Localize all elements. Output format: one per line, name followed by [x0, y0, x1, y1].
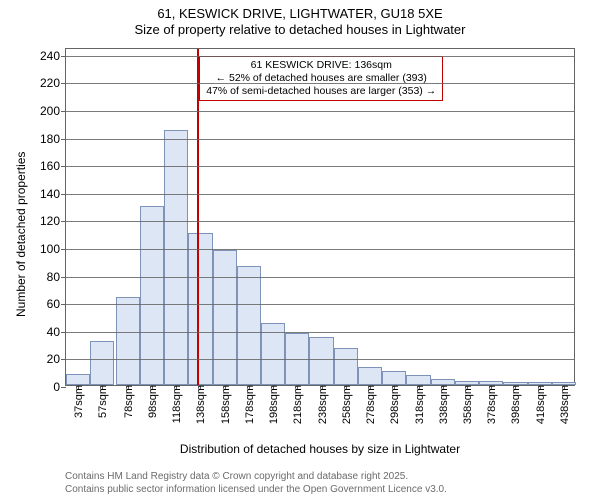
titles: 61, KESWICK DRIVE, LIGHTWATER, GU18 5XE …: [0, 0, 600, 37]
gridline: [66, 56, 574, 57]
xtick-label: 298sqm: [387, 385, 401, 424]
xtick-label: 398sqm: [508, 385, 522, 424]
gridline: [66, 249, 574, 250]
xtick-label: 57sqm: [95, 385, 109, 418]
bar: [140, 206, 164, 385]
ytick-label: 0: [53, 380, 66, 394]
gridline: [66, 139, 574, 140]
chart-container: 61, KESWICK DRIVE, LIGHTWATER, GU18 5XE …: [0, 0, 600, 500]
xtick-label: 198sqm: [266, 385, 280, 424]
title-line1: 61, KESWICK DRIVE, LIGHTWATER, GU18 5XE: [0, 6, 600, 21]
ytick-label: 60: [47, 297, 66, 311]
gridline: [66, 83, 574, 84]
bar: [116, 297, 140, 385]
xtick-label: 178sqm: [242, 385, 256, 424]
annotation-line: 61 KESWICK DRIVE: 136sqm: [206, 59, 436, 72]
ytick-label: 220: [40, 76, 66, 90]
bar: [237, 266, 261, 385]
x-axis-label: Distribution of detached houses by size …: [65, 442, 575, 456]
gridline: [66, 277, 574, 278]
gridline: [66, 111, 574, 112]
bar: [164, 130, 188, 385]
xtick-label: 378sqm: [484, 385, 498, 424]
xtick-label: 258sqm: [339, 385, 353, 424]
ytick-label: 160: [40, 159, 66, 173]
ytick-label: 20: [47, 352, 66, 366]
y-axis-label: Number of detached properties: [14, 152, 28, 317]
xtick-label: 138sqm: [193, 385, 207, 424]
xtick-label: 98sqm: [145, 385, 159, 418]
xtick-label: 118sqm: [169, 385, 183, 423]
title-line2: Size of property relative to detached ho…: [0, 22, 600, 37]
bar: [188, 233, 212, 385]
gridline: [66, 166, 574, 167]
bar: [406, 375, 430, 385]
xtick-label: 318sqm: [412, 385, 426, 424]
bar: [358, 367, 382, 385]
xtick-label: 158sqm: [218, 385, 232, 424]
gridline: [66, 359, 574, 360]
xtick-label: 438sqm: [557, 385, 571, 424]
footer-line: Contains public sector information licen…: [65, 484, 447, 497]
ytick-label: 240: [40, 49, 66, 63]
gridline: [66, 332, 574, 333]
bar: [382, 371, 406, 385]
ytick-label: 80: [47, 270, 66, 284]
xtick-label: 238sqm: [315, 385, 329, 424]
xtick-label: 418sqm: [533, 385, 547, 424]
ytick-label: 40: [47, 325, 66, 339]
plot-area: 61 KESWICK DRIVE: 136sqm← 52% of detache…: [65, 48, 575, 386]
ytick-label: 200: [40, 104, 66, 118]
bar: [90, 341, 114, 385]
ytick-label: 120: [40, 214, 66, 228]
xtick-label: 78sqm: [121, 385, 135, 418]
xtick-label: 278sqm: [363, 385, 377, 424]
gridline: [66, 194, 574, 195]
bar: [309, 337, 333, 385]
xtick-label: 37sqm: [71, 385, 85, 418]
xtick-label: 218sqm: [290, 385, 304, 424]
footer-text: Contains HM Land Registry data © Crown c…: [65, 471, 447, 496]
xtick-label: 358sqm: [460, 385, 474, 424]
annotation-box: 61 KESWICK DRIVE: 136sqm← 52% of detache…: [199, 56, 443, 101]
ytick-label: 100: [40, 242, 66, 256]
bar: [66, 374, 90, 385]
bar: [213, 250, 237, 385]
bar: [334, 348, 358, 385]
gridline: [66, 221, 574, 222]
xtick-label: 338sqm: [436, 385, 450, 424]
ytick-label: 180: [40, 132, 66, 146]
footer-line: Contains HM Land Registry data © Crown c…: [65, 471, 447, 484]
ytick-label: 140: [40, 187, 66, 201]
annotation-line: 47% of semi-detached houses are larger (…: [206, 85, 436, 98]
gridline: [66, 304, 574, 305]
